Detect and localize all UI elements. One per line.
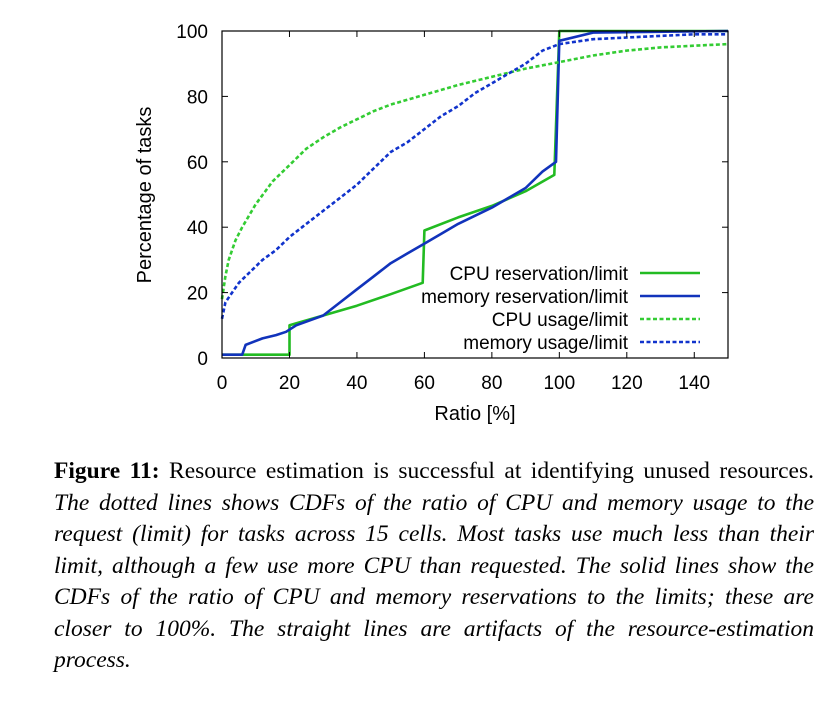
figure-caption: Figure 11: Resource estimation is succes… (54, 456, 814, 677)
y-tick-label: 60 (187, 153, 208, 174)
x-tick-label: 100 (543, 373, 575, 394)
x-tick-label: 120 (611, 373, 643, 394)
y-tick-label: 40 (187, 218, 208, 239)
axes: 0 20 40 60 80 100 120 140 0 20 40 60 80 100 (176, 22, 728, 394)
legend-label: CPU reservation/limit (450, 264, 629, 285)
x-tick-label: 80 (481, 373, 502, 394)
caption-plain-text: Resource estimation is successful at ide… (159, 458, 814, 484)
legend-label: memory reservation/limit (421, 287, 629, 308)
series-line-4 (220, 32, 728, 320)
y-axis-label: Percentage of tasks (134, 107, 156, 284)
caption-label: Figure 11: (54, 458, 160, 484)
series-line-3 (220, 42, 729, 300)
legend-label: CPU usage/limit (492, 310, 629, 331)
plot-lines (220, 29, 729, 357)
x-tick-label: 60 (414, 373, 435, 394)
legend-label: memory usage/limit (463, 333, 628, 354)
y-tick-label: 80 (187, 87, 208, 108)
x-axis-label: Ratio [%] (434, 403, 515, 425)
x-tick-label: 40 (346, 373, 367, 394)
plot-frame (221, 30, 729, 359)
series-line-1 (222, 29, 728, 357)
y-tick-label: 0 (197, 349, 208, 370)
x-tick-label: 140 (678, 373, 710, 394)
y-tick-label: 100 (176, 22, 208, 43)
x-tick-label: 0 (217, 373, 228, 394)
y-tick-label: 20 (187, 284, 208, 305)
series-line-2 (222, 29, 729, 357)
caption-italic-text: The dotted lines shows CDFs of the ratio… (54, 489, 814, 674)
cdf-chart: 0 20 40 60 80 100 120 140 0 20 40 60 80 100 CPU reser… (134, 22, 729, 425)
x-tick-label: 20 (279, 373, 300, 394)
